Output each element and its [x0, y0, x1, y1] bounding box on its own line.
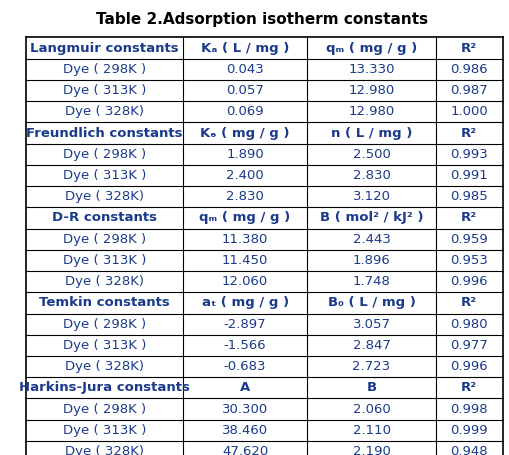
Text: Table 2.Adsorption isotherm constants: Table 2.Adsorption isotherm constants [96, 12, 428, 27]
Text: 0.069: 0.069 [227, 105, 264, 118]
Text: 0.985: 0.985 [450, 190, 488, 203]
Text: B₀ ( L / mg ): B₀ ( L / mg ) [328, 296, 415, 309]
Text: Dye ( 313K ): Dye ( 313K ) [63, 84, 146, 97]
Text: Dye ( 298K ): Dye ( 298K ) [63, 148, 146, 161]
Text: Dye ( 298K ): Dye ( 298K ) [63, 233, 146, 246]
Text: 11.450: 11.450 [222, 254, 268, 267]
Text: 47.620: 47.620 [222, 445, 268, 455]
Text: Dye ( 328K): Dye ( 328K) [65, 360, 144, 373]
Text: 0.999: 0.999 [450, 424, 488, 437]
Text: 1.000: 1.000 [450, 105, 488, 118]
Text: 0.057: 0.057 [226, 84, 264, 97]
Text: 11.380: 11.380 [222, 233, 268, 246]
Text: R²: R² [461, 381, 477, 394]
Text: 3.120: 3.120 [353, 190, 390, 203]
Text: Temkin constants: Temkin constants [39, 296, 169, 309]
Text: Freundlich constants: Freundlich constants [26, 126, 183, 140]
Text: 2.500: 2.500 [353, 148, 390, 161]
Text: 2.060: 2.060 [353, 403, 390, 415]
Text: qₘ ( mg / g ): qₘ ( mg / g ) [326, 41, 417, 55]
Text: 2.110: 2.110 [353, 424, 390, 437]
Text: 0.980: 0.980 [450, 318, 488, 331]
Text: 13.330: 13.330 [348, 63, 395, 76]
Text: R²: R² [461, 212, 477, 224]
Text: 0.948: 0.948 [450, 445, 488, 455]
Text: 30.300: 30.300 [222, 403, 268, 415]
Text: qₘ ( mg / g ): qₘ ( mg / g ) [200, 212, 291, 224]
Text: 12.060: 12.060 [222, 275, 268, 288]
Text: Dye ( 313K ): Dye ( 313K ) [63, 169, 146, 182]
Text: 0.991: 0.991 [450, 169, 488, 182]
Text: Dye ( 328K): Dye ( 328K) [65, 190, 144, 203]
Text: Langmuir constants: Langmuir constants [30, 41, 179, 55]
Text: 1.896: 1.896 [353, 254, 390, 267]
Text: 2.190: 2.190 [353, 445, 390, 455]
Text: -0.683: -0.683 [224, 360, 266, 373]
Text: 1.748: 1.748 [353, 275, 390, 288]
Text: aₜ ( mg / g ): aₜ ( mg / g ) [202, 296, 289, 309]
Text: Dye ( 298K ): Dye ( 298K ) [63, 403, 146, 415]
Text: 3.057: 3.057 [353, 318, 390, 331]
Text: Kₐ ( L / mg ): Kₐ ( L / mg ) [201, 41, 289, 55]
Text: R²: R² [461, 296, 477, 309]
Text: 0.987: 0.987 [450, 84, 488, 97]
Text: R²: R² [461, 126, 477, 140]
Text: Dye ( 313K ): Dye ( 313K ) [63, 339, 146, 352]
Text: 1.890: 1.890 [226, 148, 264, 161]
Text: 0.986: 0.986 [450, 63, 488, 76]
Text: B ( mol² / kJ² ): B ( mol² / kJ² ) [320, 212, 423, 224]
Text: 2.443: 2.443 [353, 233, 390, 246]
Text: 2.400: 2.400 [226, 169, 264, 182]
Text: Dye ( 328K): Dye ( 328K) [65, 105, 144, 118]
Text: 38.460: 38.460 [222, 424, 268, 437]
Text: 0.996: 0.996 [450, 275, 488, 288]
Text: 2.847: 2.847 [353, 339, 390, 352]
Text: Dye ( 298K ): Dye ( 298K ) [63, 318, 146, 331]
Text: Dye ( 328K): Dye ( 328K) [65, 275, 144, 288]
Text: Dye ( 313K ): Dye ( 313K ) [63, 254, 146, 267]
Text: 0.959: 0.959 [450, 233, 488, 246]
Text: -1.566: -1.566 [224, 339, 266, 352]
Text: D-R constants: D-R constants [52, 212, 157, 224]
Text: Dye ( 298K ): Dye ( 298K ) [63, 63, 146, 76]
Text: 0.977: 0.977 [450, 339, 488, 352]
Text: 0.953: 0.953 [450, 254, 488, 267]
Text: 0.993: 0.993 [450, 148, 488, 161]
Text: 12.980: 12.980 [348, 84, 394, 97]
Text: 2.830: 2.830 [353, 169, 390, 182]
Text: n ( L / mg ): n ( L / mg ) [331, 126, 412, 140]
Text: 2.723: 2.723 [352, 360, 390, 373]
Text: Kₔ ( mg / g ): Kₔ ( mg / g ) [201, 126, 290, 140]
Text: Dye ( 328K): Dye ( 328K) [65, 445, 144, 455]
Text: 2.830: 2.830 [226, 190, 264, 203]
Text: -2.897: -2.897 [224, 318, 266, 331]
Text: B: B [366, 381, 377, 394]
Text: Harkins-Jura constants: Harkins-Jura constants [19, 381, 190, 394]
Text: A: A [240, 381, 250, 394]
Text: Dye ( 313K ): Dye ( 313K ) [63, 424, 146, 437]
Text: 12.980: 12.980 [348, 105, 394, 118]
Text: 0.043: 0.043 [226, 63, 264, 76]
Text: 0.998: 0.998 [450, 403, 488, 415]
Text: 0.996: 0.996 [450, 360, 488, 373]
Text: R²: R² [461, 41, 477, 55]
